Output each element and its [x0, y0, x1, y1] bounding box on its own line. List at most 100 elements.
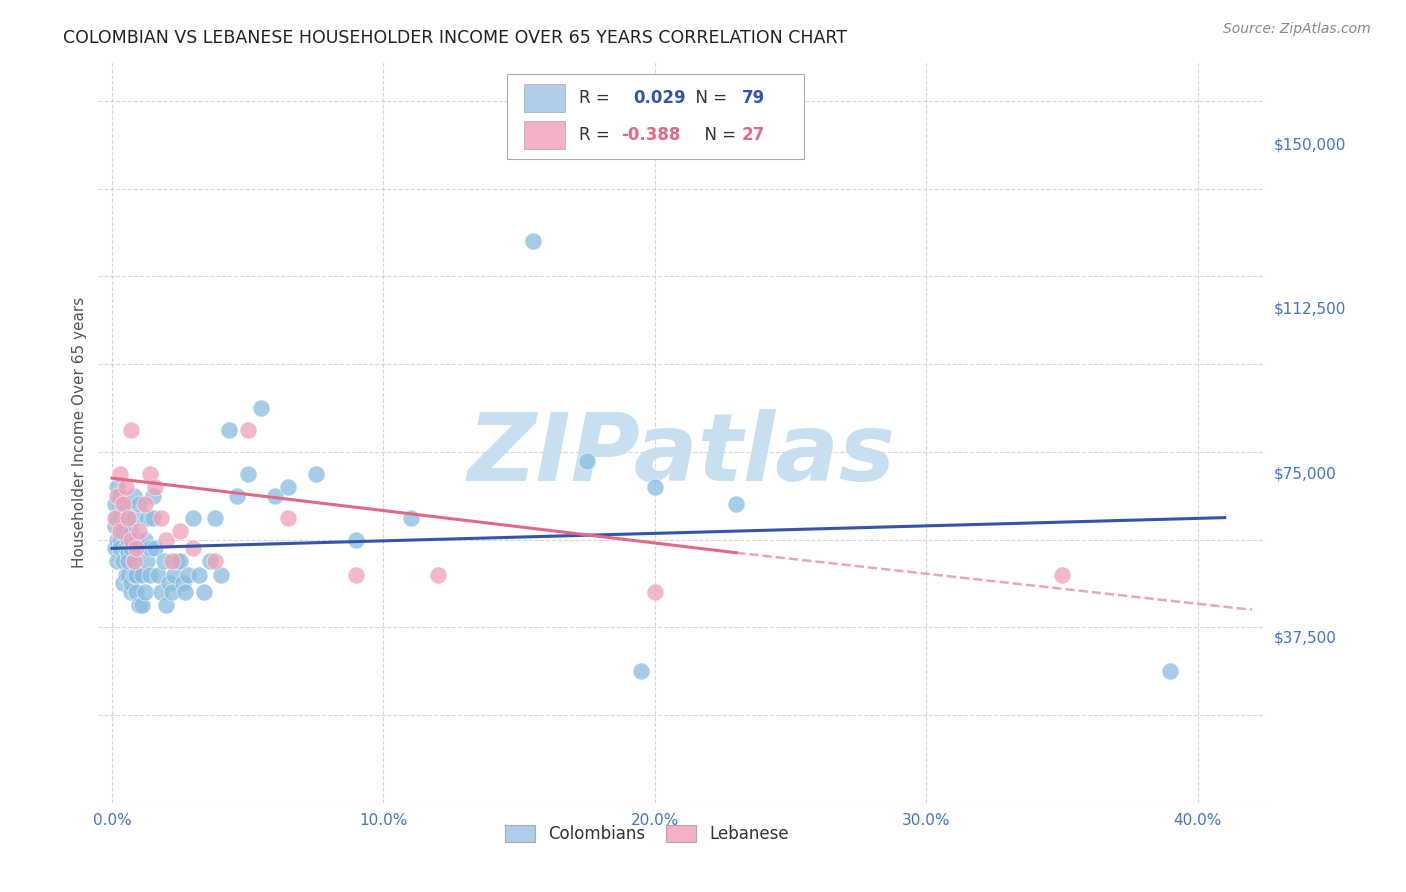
Point: [218, 423, 240, 437]
Point: [644, 585, 666, 599]
Point: [108, 533, 131, 547]
Point: [236, 467, 259, 481]
Point: [108, 524, 131, 538]
Point: [155, 533, 177, 547]
Point: [149, 585, 172, 599]
Point: [225, 489, 247, 503]
Point: [125, 585, 148, 599]
Point: [204, 554, 226, 568]
Point: [139, 467, 162, 481]
Point: [108, 541, 131, 556]
Point: [152, 554, 174, 568]
Point: [136, 510, 159, 524]
Point: [108, 467, 131, 481]
Point: [277, 480, 299, 494]
Point: [183, 510, 205, 524]
Point: [157, 576, 180, 591]
Point: [128, 599, 150, 613]
Point: [139, 541, 162, 556]
Y-axis label: Householder Income Over 65 years: Householder Income Over 65 years: [72, 297, 87, 568]
Point: [142, 489, 165, 503]
Text: N =: N =: [685, 89, 733, 107]
Point: [122, 567, 145, 582]
Point: [250, 401, 273, 415]
Point: [120, 524, 142, 538]
Point: [117, 554, 139, 568]
Point: [120, 423, 142, 437]
Point: [131, 567, 153, 582]
Point: [111, 524, 134, 538]
FancyBboxPatch shape: [524, 120, 565, 149]
Text: R =: R =: [579, 89, 620, 107]
Point: [172, 576, 194, 591]
Point: [187, 567, 209, 582]
Point: [399, 510, 422, 524]
Point: [134, 533, 156, 547]
Point: [177, 567, 200, 582]
Legend: Colombians, Lebanese: Colombians, Lebanese: [499, 819, 796, 850]
Point: [174, 585, 197, 599]
Point: [125, 533, 148, 547]
Point: [304, 467, 326, 481]
Point: [236, 423, 259, 437]
Point: [630, 664, 652, 678]
Point: [209, 567, 232, 582]
Text: ZIPatlas: ZIPatlas: [468, 409, 896, 500]
Point: [1050, 567, 1073, 582]
Point: [277, 510, 299, 524]
Point: [104, 519, 127, 533]
Text: N =: N =: [693, 126, 741, 144]
Point: [107, 489, 129, 503]
Point: [134, 498, 156, 512]
Point: [107, 554, 129, 568]
Point: [183, 541, 205, 556]
Text: R =: R =: [579, 126, 616, 144]
Text: Source: ZipAtlas.com: Source: ZipAtlas.com: [1223, 22, 1371, 37]
Point: [128, 498, 150, 512]
Point: [136, 554, 159, 568]
Point: [125, 541, 148, 556]
Point: [108, 489, 131, 503]
Point: [149, 510, 172, 524]
Point: [163, 567, 186, 582]
Point: [117, 546, 139, 560]
Point: [344, 533, 367, 547]
Text: -0.388: -0.388: [621, 126, 681, 144]
Point: [122, 554, 145, 568]
Text: 79: 79: [741, 89, 765, 107]
Point: [160, 554, 183, 568]
Point: [120, 541, 142, 556]
Point: [107, 510, 129, 524]
Point: [111, 519, 134, 533]
Text: 0.029: 0.029: [633, 89, 686, 107]
Point: [145, 480, 167, 494]
Point: [120, 576, 142, 591]
Point: [114, 480, 136, 494]
Point: [166, 554, 188, 568]
Point: [160, 585, 183, 599]
Point: [114, 567, 136, 582]
Point: [193, 585, 215, 599]
Point: [145, 541, 167, 556]
Text: $112,500: $112,500: [1274, 301, 1346, 317]
Point: [111, 498, 134, 512]
Point: [522, 234, 544, 248]
Point: [131, 599, 153, 613]
Point: [1159, 664, 1181, 678]
Point: [107, 480, 129, 494]
Text: $150,000: $150,000: [1274, 137, 1346, 153]
Point: [263, 489, 285, 503]
Text: COLOMBIAN VS LEBANESE HOUSEHOLDER INCOME OVER 65 YEARS CORRELATION CHART: COLOMBIAN VS LEBANESE HOUSEHOLDER INCOME…: [63, 29, 848, 46]
Point: [114, 498, 136, 512]
Point: [117, 567, 139, 582]
Point: [117, 510, 139, 524]
FancyBboxPatch shape: [524, 84, 565, 112]
Point: [114, 510, 136, 524]
Point: [122, 489, 145, 503]
Point: [139, 567, 162, 582]
Point: [725, 498, 748, 512]
Point: [117, 533, 139, 547]
Point: [125, 567, 148, 582]
Text: $75,000: $75,000: [1274, 467, 1337, 482]
Point: [122, 554, 145, 568]
